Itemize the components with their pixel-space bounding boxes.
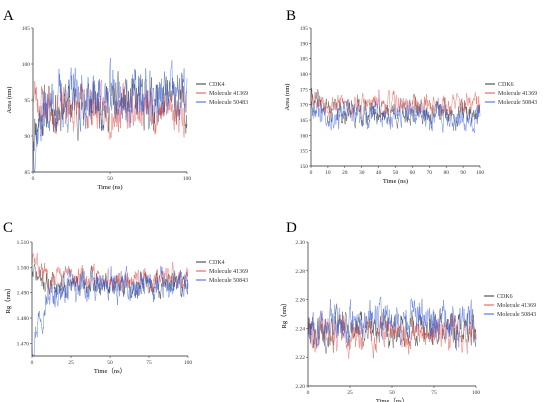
x-tick-label: 0 <box>310 170 313 176</box>
x-tick-label: 0 <box>31 360 34 366</box>
x-tick-label: 60 <box>410 170 416 176</box>
y-tick-label: 105 <box>22 26 31 32</box>
panel-c: C 0 25 50 75 100 1.470 1.480 1.490 1.500 1.510 Time… <box>3 220 248 375</box>
y-tick-label: 2.22 <box>295 355 305 361</box>
y-tick-label: 1.510 <box>17 240 30 246</box>
x-tick-label: 100 <box>472 390 481 396</box>
legend-entry: Molecule 50843 <box>498 100 537 106</box>
y-tick-label: 85 <box>25 170 31 176</box>
panel-letter: D <box>286 220 297 236</box>
y-tick-label: 170 <box>300 103 309 109</box>
y-tick-label: 95 <box>25 98 31 104</box>
panel-letter: C <box>3 220 13 236</box>
series-line-2 <box>307 310 477 359</box>
y-tick-label: 150 <box>300 164 309 170</box>
x-tick-label: 0 <box>307 390 310 396</box>
legend-entry: CDK4 <box>209 82 225 88</box>
y-tick-label: 175 <box>300 87 309 93</box>
y-axis-label: Area (nm) <box>6 87 13 114</box>
x-tick-label: 75 <box>431 390 437 396</box>
series-line-3 <box>31 265 189 357</box>
x-tick-label: 20 <box>342 170 348 176</box>
series-line-3 <box>32 57 188 173</box>
legend-entry: CDK4 <box>209 260 225 266</box>
y-tick-label: 2.26 <box>295 298 305 304</box>
series-line-3 <box>307 296 477 351</box>
x-tick-label: 25 <box>68 360 74 366</box>
panel-d: D 0 25 50 75 100 2.20 2.22 2.24 2.26 2.28 2.30 Time（… <box>280 220 536 402</box>
x-tick-label: 50 <box>107 360 113 366</box>
x-tick-label: 100 <box>184 360 193 366</box>
y-tick-label: 90 <box>25 134 31 140</box>
y-tick-label: 1.480 <box>17 316 30 322</box>
panel-letter: A <box>3 8 14 24</box>
x-tick-label: 75 <box>146 360 152 366</box>
series-line-2 <box>310 89 481 121</box>
x-tick-label: 30 <box>359 170 365 176</box>
x-axis-label: Time (ns) <box>97 184 122 191</box>
legend-entry: Molecule 50843 <box>497 312 536 318</box>
y-tick-label: 1.470 <box>17 341 30 347</box>
panel-b: B 0 10 20 30 40 50 60 70 80 90 100 150 155 160 165 170 17… <box>284 8 537 185</box>
y-tick-label: 180 <box>300 72 309 78</box>
y-tick-label: 2.20 <box>295 384 305 390</box>
y-tick-label: 2.30 <box>295 240 305 246</box>
x-tick-label: 10 <box>325 170 331 176</box>
series-line-1 <box>310 88 481 131</box>
y-tick-label: 100 <box>22 62 31 68</box>
legend-entry: Molecule 50483 <box>209 100 248 106</box>
x-axis-label: Time (ns) <box>383 178 408 185</box>
x-tick-label: 80 <box>443 170 449 176</box>
legend-entry: CDK6 <box>498 82 514 88</box>
legend-entry: Molecule 41369 <box>497 303 536 309</box>
legend-entry: Molecule 50843 <box>209 278 248 284</box>
x-tick-label: 25 <box>347 390 353 396</box>
panel-letter: B <box>286 8 296 24</box>
series-line-2 <box>32 80 188 140</box>
x-tick-label: 70 <box>427 170 433 176</box>
x-tick-label: 40 <box>376 170 382 176</box>
y-tick-label: 1.500 <box>17 265 30 271</box>
x-tick-label: 50 <box>393 170 399 176</box>
y-axis-label: Area (nm) <box>284 84 291 111</box>
x-tick-label: 0 <box>32 176 35 182</box>
y-tick-label: 160 <box>300 133 309 139</box>
x-tick-label: 50 <box>389 390 395 396</box>
x-tick-label: 90 <box>460 170 466 176</box>
y-tick-label: 1.490 <box>17 291 30 297</box>
y-tick-label: 2.24 <box>295 326 305 332</box>
y-tick-label: 195 <box>300 26 309 32</box>
legend-entry: Molecule 41369 <box>498 91 537 97</box>
x-tick-label: 50 <box>107 176 113 182</box>
legend-entry: Molecule 41369 <box>209 269 248 275</box>
x-tick-label: 100 <box>183 176 192 182</box>
series-line-2 <box>31 252 189 296</box>
legend-entry: CDK6 <box>497 294 513 300</box>
x-axis-label: Time（ns） <box>376 397 408 402</box>
y-axis-label: Rg（nm） <box>4 285 12 314</box>
series-line-3 <box>310 97 481 134</box>
y-tick-label: 185 <box>300 57 309 63</box>
x-tick-label: 100 <box>476 170 485 176</box>
y-axis-label: Rg（nm） <box>280 300 288 329</box>
y-tick-label: 165 <box>300 118 309 124</box>
y-tick-label: 155 <box>300 149 309 155</box>
legend-entry: Molecule 41369 <box>209 91 248 97</box>
panel-a: A 0 50 100 85 90 95 100 105 Time (ns) Area (nm) CDK… <box>3 8 248 191</box>
x-axis-label: Time（ns） <box>94 367 126 375</box>
y-tick-label: 2.28 <box>295 269 305 275</box>
y-tick-label: 190 <box>300 41 309 47</box>
